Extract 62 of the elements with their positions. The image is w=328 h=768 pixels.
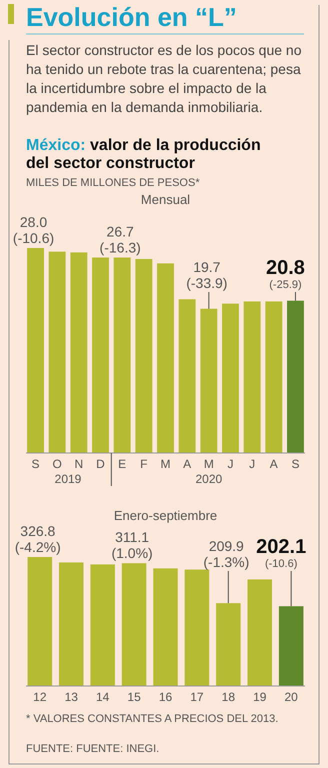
data-label: 326.8 (-4.2%)	[14, 523, 61, 555]
bar	[27, 248, 44, 453]
bar	[278, 606, 304, 686]
x-tick-label: J	[249, 457, 256, 471]
x-tick-label: S	[291, 457, 300, 471]
x-tick-label: D	[96, 457, 106, 471]
x-tick-label: 18	[222, 690, 236, 704]
bar	[114, 258, 131, 453]
source-note: FUENTE: FUENTE: INEGI.	[26, 743, 160, 755]
bar	[178, 299, 196, 453]
text: 2019	[54, 472, 82, 486]
bar	[287, 300, 304, 453]
x-tick-label: 14	[96, 690, 110, 704]
x-tick-label: A	[183, 457, 192, 471]
bar	[200, 308, 218, 453]
bar	[122, 563, 146, 686]
x-tick-label: 12	[33, 690, 47, 704]
data-label: 28.0 (-10.6)	[12, 214, 54, 246]
bar	[222, 304, 239, 453]
text: * VALORES CONSTANTES A PRECIOS DEL 2013.	[26, 713, 278, 725]
x-tick-label: J	[227, 457, 234, 471]
y-axis-title: MILES DE MILLONES DE PESOS*	[26, 177, 200, 189]
data-label: 209.9 (-1.3%)	[203, 538, 250, 570]
chart-title: Enero-septiembre	[114, 508, 218, 523]
x-tick-label: S	[32, 457, 40, 471]
chart-title: Mensual	[140, 192, 190, 207]
bar	[48, 252, 66, 453]
x-tick-label: E	[118, 457, 126, 471]
x-tick-label: M	[160, 457, 170, 471]
text: Evolución en “L”	[26, 2, 237, 32]
bar	[216, 603, 241, 686]
text: El sector constructor es de los pocos que no ha tenido un rebote tras la cuarentena; pesa la incertidumbre sobre el impacto de la pandemia en la demanda inmobiliaria.	[26, 42, 302, 115]
bar	[28, 557, 52, 686]
x-tick-label: A	[270, 457, 278, 471]
bar	[90, 564, 115, 686]
text: México:	[26, 137, 86, 154]
bar	[184, 570, 210, 686]
x-tick-label: 13	[64, 690, 78, 704]
data-label: 26.7 (-16.3)	[100, 224, 141, 256]
x-tick-label: F	[140, 457, 148, 471]
data-label: 311.1 (1.0%)	[111, 529, 153, 562]
bar	[244, 301, 261, 453]
x-tick-label: N	[74, 457, 84, 471]
data-label: 202.1 (-10.6)	[256, 536, 306, 570]
bar	[157, 263, 174, 453]
x-tick-label: 16	[158, 690, 172, 704]
bar	[153, 568, 178, 686]
x-tick-label: 17	[190, 690, 204, 704]
x-tick-label: M	[204, 457, 214, 471]
bar	[135, 258, 152, 453]
x-tick-label: 19	[253, 690, 267, 704]
bar	[265, 301, 282, 453]
x-tick-label: 20	[284, 690, 298, 704]
bar	[70, 252, 88, 453]
bar	[92, 258, 109, 453]
x-tick-label: 15	[127, 690, 142, 704]
bar	[58, 562, 84, 686]
data-label: 19.7 (-33.9)	[186, 259, 228, 291]
bar	[248, 579, 272, 686]
text: 2020	[195, 472, 222, 486]
data-label: 20.8 (-25.9)	[266, 257, 305, 291]
x-tick-label: O	[52, 457, 62, 471]
